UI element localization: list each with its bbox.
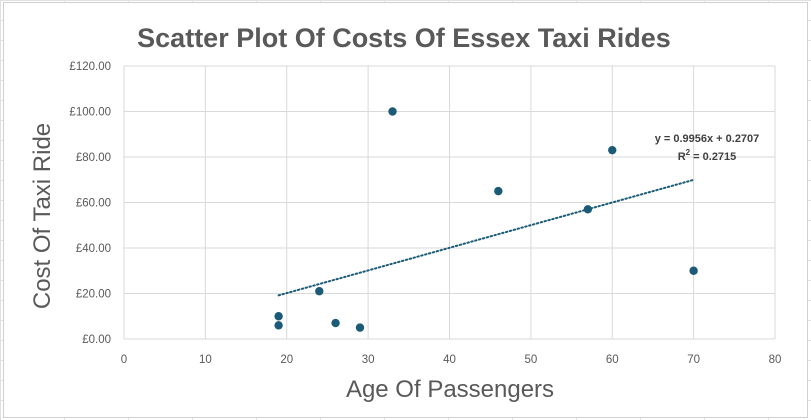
data-point (689, 266, 698, 275)
r-squared-label: R2 = 0.2715 (678, 148, 737, 163)
gridlines (123, 65, 776, 340)
y-tick-label: £40.00 (76, 243, 111, 255)
y-tick-label: £60.00 (76, 198, 111, 210)
data-point (274, 321, 283, 330)
r-squared-superscript: 2 (686, 148, 691, 157)
y-tick-label: £0.00 (82, 334, 111, 346)
trendline-group (277, 178, 695, 297)
data-points (274, 107, 698, 332)
data-point (315, 287, 324, 296)
data-point (388, 107, 397, 116)
y-tick-label: £20.00 (76, 289, 111, 301)
r-squared-prefix: R (678, 151, 686, 163)
chart-title: Scatter Plot Of Costs Of Essex Taxi Ride… (137, 23, 671, 53)
chart-area[interactable] (3, 2, 808, 418)
x-axis-title: Age Of Passengers (346, 376, 554, 403)
x-tick-label: 60 (606, 354, 619, 366)
x-axis-ticks: 0 10 20 30 40 50 60 70 80 (121, 354, 782, 366)
y-axis-ticks: £0.00 £20.00 £40.00 £60.00 £80.00 £100.00 £120… (69, 61, 111, 346)
data-point (355, 323, 365, 332)
data-point (608, 145, 617, 155)
y-tick-label: £100.00 (69, 107, 111, 119)
x-tick-label: 0 (121, 354, 127, 366)
x-tick-label: 50 (524, 354, 537, 366)
data-point (331, 318, 340, 328)
x-tick-label: 30 (362, 354, 375, 366)
x-tick-label: 70 (687, 354, 700, 366)
y-tick-label: £120.00 (69, 61, 111, 73)
y-axis-title: Cost Of Taxi Ride (29, 123, 56, 309)
data-point (583, 205, 593, 214)
trendline-equation: y = 0.9956x + 0.2707 (655, 133, 760, 145)
data-point (494, 186, 503, 196)
x-tick-label: 20 (280, 354, 293, 366)
r-squared-value: = 0.2715 (690, 151, 736, 163)
x-tick-label: 80 (769, 354, 782, 366)
y-tick-label: £80.00 (76, 152, 111, 164)
x-tick-label: 10 (199, 354, 212, 366)
linear-trendline (277, 178, 695, 297)
x-tick-label: 40 (443, 354, 456, 366)
data-point (274, 312, 283, 321)
